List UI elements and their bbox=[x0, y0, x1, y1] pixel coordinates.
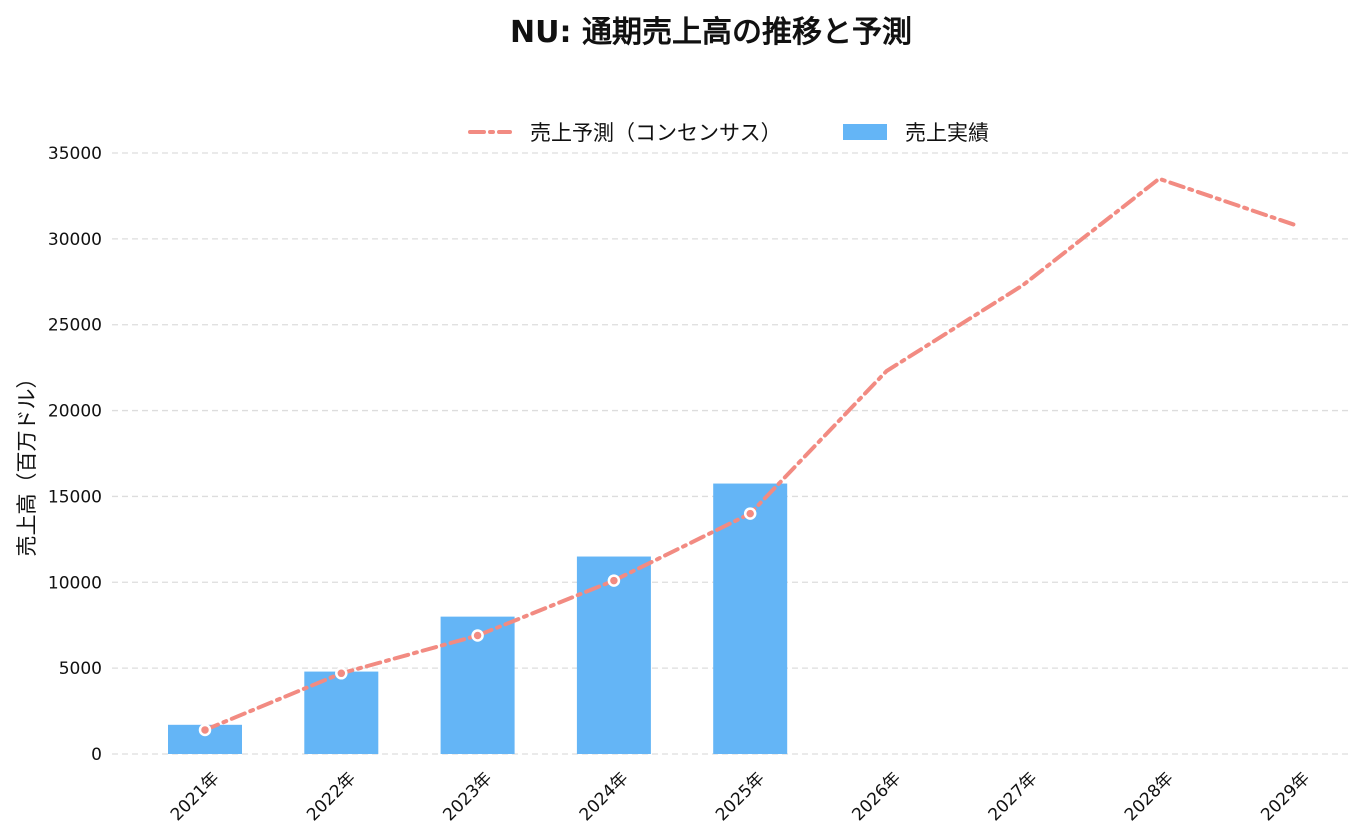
legend-forecast-label: 売上予測（コンセンサス） bbox=[530, 121, 782, 145]
x-tick-label: 2022年 bbox=[303, 768, 360, 825]
y-tick-label: 15000 bbox=[48, 487, 102, 507]
y-axis-label: 売上高（百万ドル） bbox=[15, 368, 39, 557]
y-tick-label: 30000 bbox=[48, 230, 102, 250]
forecast-point-2025年 bbox=[743, 507, 757, 520]
y-tick-label: 0 bbox=[91, 745, 102, 765]
x-tick-label: 2024年 bbox=[576, 768, 633, 825]
legend-actual-swatch bbox=[843, 124, 887, 140]
x-tick-label: 2023年 bbox=[439, 768, 496, 825]
x-tick-label: 2021年 bbox=[167, 768, 224, 825]
x-tick-label: 2025年 bbox=[712, 768, 769, 825]
grid-layer bbox=[112, 152, 1350, 755]
x-tick-label: 2028年 bbox=[1121, 768, 1178, 825]
forecast-point-2024年 bbox=[607, 574, 621, 587]
line-series bbox=[198, 176, 1298, 737]
bar-series bbox=[168, 483, 788, 754]
forecast-point-2022年 bbox=[335, 667, 348, 680]
legend[interactable]: 売上予測（コンセンサス） 売上実績 bbox=[468, 121, 989, 145]
bar-2025年 bbox=[713, 483, 788, 754]
x-tick-label: 2027年 bbox=[985, 768, 1042, 825]
forecast-point-2023年 bbox=[471, 629, 484, 642]
x-tick-label: 2026年 bbox=[848, 768, 905, 825]
forecast-point-2021年 bbox=[198, 723, 212, 737]
x-axis-ticks: 2021年 2022年 2023年 2024年 2025年 2026年 2027年 2028年… bbox=[167, 768, 1314, 825]
y-tick-label: 35000 bbox=[48, 144, 102, 164]
y-axis-ticks: 0 5000 10000 15000 20000 25000 30000 35000 bbox=[48, 144, 102, 765]
y-tick-label: 25000 bbox=[48, 316, 102, 336]
legend-actual-label: 売上実績 bbox=[905, 121, 989, 145]
y-tick-label: 20000 bbox=[48, 402, 102, 422]
y-tick-label: 10000 bbox=[48, 573, 102, 593]
chart-title: NU: 通期売上高の推移と予測 bbox=[510, 15, 912, 50]
y-tick-label: 5000 bbox=[59, 659, 102, 679]
x-tick-label: 2029年 bbox=[1257, 768, 1314, 825]
